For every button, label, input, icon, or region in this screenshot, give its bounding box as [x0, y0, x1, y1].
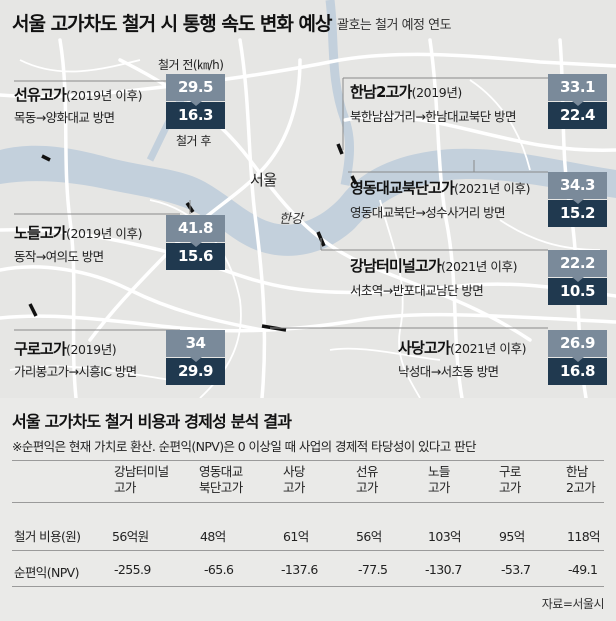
speed-after-box: 29.9 [166, 358, 225, 385]
source-credit: 자료=서울시 [541, 597, 605, 611]
table-cell: 103억 [428, 529, 462, 544]
speed-before-box: 22.2 [548, 250, 607, 282]
site-name: 노들고가(2019년 이후) [14, 224, 143, 242]
table-note: ※순편익은 현재 가치로 환산. 순편익(NPV)은 0 이상일 때 사업의 경… [12, 439, 476, 454]
marker-hannam [336, 143, 344, 155]
table-cell: 118억 [567, 529, 601, 544]
table-cell: 95억 [499, 529, 525, 544]
table-header-rule [12, 502, 604, 503]
table-cell: -130.7 [425, 562, 462, 577]
table-cell: -53.7 [501, 562, 531, 577]
site-name: 선유고가(2019년 이후) [14, 86, 143, 104]
table-cell: -49.1 [568, 562, 598, 577]
column-header: 한남 2고가 [566, 464, 596, 495]
speed-after-box: 15.2 [548, 200, 607, 227]
site-route: 낙성대→서초동 방면 [398, 364, 499, 379]
speed-before-box: 26.9 [548, 330, 607, 362]
site-route: 영동대교북단→성수사거리 방면 [350, 205, 506, 220]
before-speed-label: 철거 전(㎞/h) [158, 58, 224, 72]
column-header: 영동대교 북단고가 [199, 464, 243, 495]
column-header: 강남터미널 고가 [114, 464, 169, 495]
map-subtitle: 괄호는 철거 예정 연도 [337, 18, 452, 33]
site-route: 북한남삼거리→한남대교북단 방면 [350, 109, 516, 124]
speed-before-box: 41.8 [166, 215, 225, 247]
marker-seonyu [41, 154, 51, 162]
speed-before-box: 34 [166, 330, 225, 362]
site-name: 한남2고가(2019년) [350, 83, 462, 101]
column-header: 노들 고가 [428, 464, 450, 495]
table-cell: -255.9 [114, 562, 151, 577]
map-panel: 서울 고가차도 철거 시 통행 속도 변화 예상 괄호는 철거 예정 연도 서울… [0, 0, 616, 398]
speed-before-box: 34.3 [548, 172, 607, 204]
map-title: 서울 고가차도 철거 시 통행 속도 변화 예상 [12, 13, 332, 35]
speed-after-box: 10.5 [548, 278, 607, 305]
table-cell: 48억 [200, 529, 226, 544]
row-label-npv: 순편익(NPV) [14, 565, 80, 580]
site-route: 동작→여의도 방면 [14, 249, 104, 264]
site-name: 영동대교북단고가(2021년 이후) [350, 179, 531, 197]
column-header: 선유 고가 [356, 464, 378, 495]
speed-after-box: 22.4 [548, 102, 607, 129]
marker-guro [28, 303, 38, 317]
marker-yeongdong [350, 175, 358, 185]
site-name: 구로고가(2019년) [14, 340, 117, 358]
speed-before-box: 29.5 [166, 74, 225, 106]
speed-after-box: 15.6 [166, 243, 225, 270]
table-cell: 56억원 [112, 529, 149, 544]
han-river [0, 145, 616, 256]
city-label: 서울 [250, 171, 277, 189]
after-speed-label: 철거 후 [176, 134, 211, 148]
row-label-cost: 철거 비용(원) [14, 529, 81, 544]
table-cell: -65.6 [204, 562, 234, 577]
column-header: 사당 고가 [283, 464, 305, 495]
table-cell: -137.6 [281, 562, 318, 577]
site-name: 사당고가(2021년 이후) [398, 339, 527, 357]
table-title: 서울 고가차도 철거 비용과 경제성 분석 결과 [12, 412, 292, 431]
site-name: 강남터미널고가(2021년 이후) [350, 257, 518, 275]
site-route: 가리봉고가→시흥IC 방면 [14, 364, 137, 379]
speed-after-box: 16.3 [166, 102, 225, 129]
river-label: 한강 [279, 212, 303, 227]
column-header: 구로 고가 [499, 464, 521, 495]
table-cell: -77.5 [358, 562, 388, 577]
analysis-panel: 서울 고가차도 철거 비용과 경제성 분석 결과 ※순편익은 현재 가치로 환산… [0, 398, 616, 621]
table-bottom-rule [12, 586, 604, 587]
table-cell: 56억 [356, 529, 382, 544]
table-top-rule [12, 460, 604, 461]
table-row-rule [12, 550, 604, 551]
speed-before-box: 33.1 [548, 74, 607, 106]
table-cell: 61억 [283, 529, 309, 544]
site-route: 목동→양화대교 방면 [14, 110, 115, 125]
speed-after-box: 16.8 [548, 358, 607, 385]
site-route: 서초역→반포대교남단 방면 [350, 283, 484, 298]
